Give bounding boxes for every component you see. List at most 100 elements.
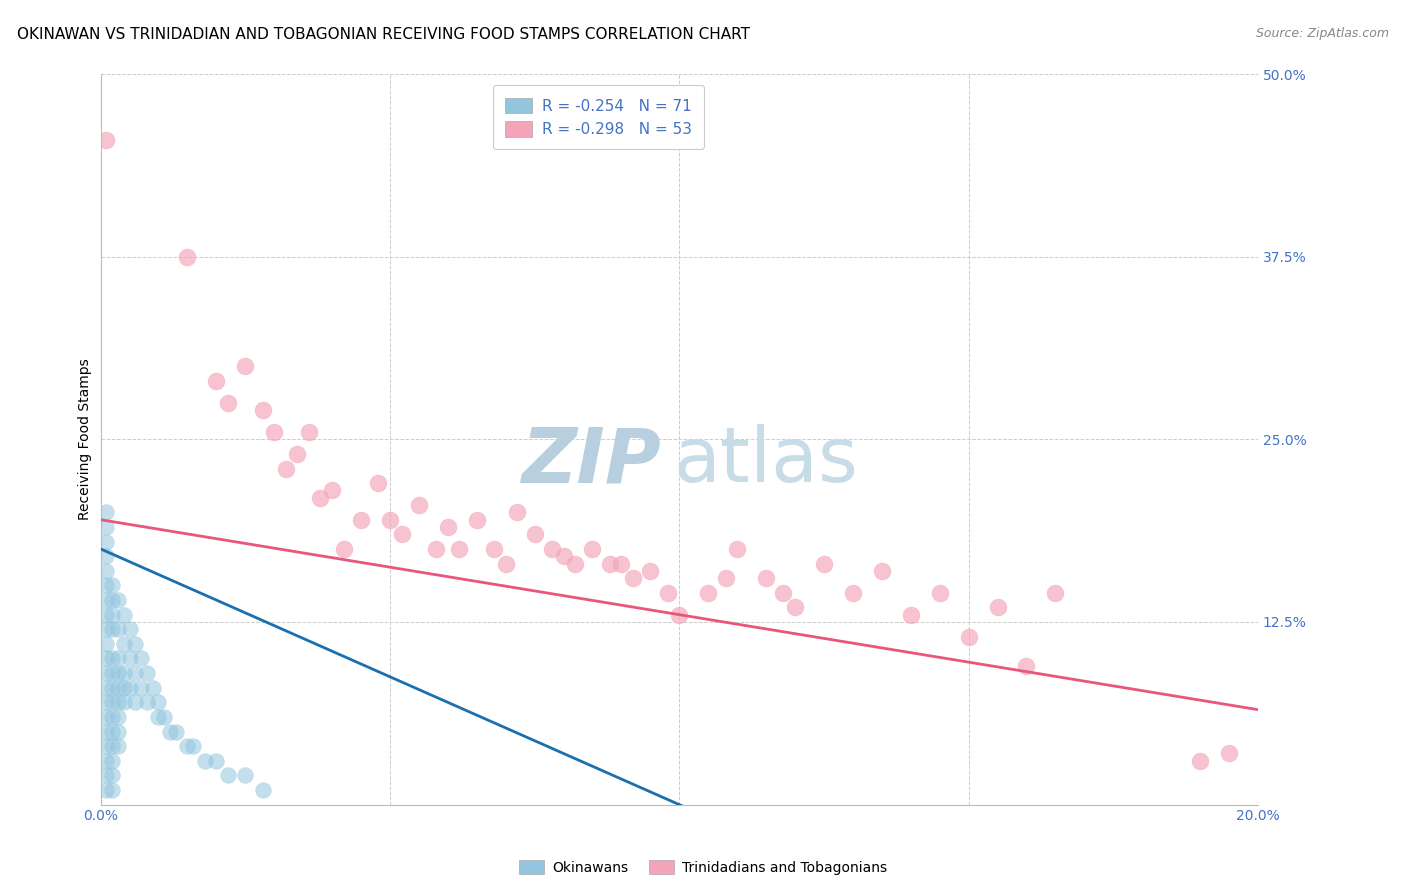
Point (101, 739, 124, 754)
Point (96, 505, 118, 519)
Point (367, 476, 389, 491)
Point (107, 666, 129, 681)
Point (101, 681, 124, 695)
Point (252, 403, 274, 417)
Point (621, 571, 644, 585)
Point (176, 250, 198, 264)
Point (1045, 586, 1067, 600)
Point (870, 564, 893, 578)
Point (928, 586, 950, 600)
Point (101, 695, 124, 709)
Point (101, 754, 124, 768)
Point (112, 607, 135, 622)
Point (148, 710, 170, 724)
Point (1218, 747, 1240, 761)
Point (107, 681, 129, 695)
Point (96, 695, 118, 709)
Point (181, 739, 204, 754)
Point (482, 541, 505, 556)
Legend: Okinawans, Trinidadians and Tobagonians: Okinawans, Trinidadians and Tobagonians (513, 855, 893, 880)
Point (252, 783, 274, 797)
Point (129, 681, 152, 695)
Point (772, 586, 794, 600)
Y-axis label: Receiving Food Stamps: Receiving Food Stamps (79, 359, 93, 520)
Point (449, 541, 471, 556)
Point (714, 571, 737, 585)
Point (755, 571, 778, 585)
Point (298, 425, 321, 439)
Point (96, 754, 118, 768)
Point (107, 710, 129, 724)
Point (124, 695, 146, 709)
Point (165, 724, 187, 739)
Point (107, 651, 129, 665)
Text: ZIP: ZIP (522, 425, 662, 499)
Point (101, 724, 124, 739)
Point (425, 541, 447, 556)
Point (96, 651, 118, 665)
Point (101, 607, 124, 622)
Point (153, 710, 176, 724)
Point (957, 630, 980, 644)
Point (96, 607, 118, 622)
Point (668, 607, 690, 622)
Point (725, 541, 748, 556)
Point (112, 666, 135, 681)
Point (118, 681, 141, 695)
Point (107, 593, 129, 607)
Point (159, 724, 181, 739)
Point (436, 520, 458, 534)
Point (96, 520, 118, 534)
Point (96, 549, 118, 564)
Point (96, 578, 118, 592)
Point (541, 541, 564, 556)
Point (263, 425, 285, 439)
Point (697, 586, 720, 600)
Point (842, 586, 865, 600)
Point (135, 666, 157, 681)
Point (640, 564, 662, 578)
Point (1015, 658, 1038, 673)
Point (217, 396, 239, 410)
Point (986, 600, 1008, 615)
Point (107, 739, 129, 754)
Point (96, 133, 118, 147)
Point (194, 754, 217, 768)
Point (101, 578, 124, 592)
Point (101, 783, 124, 797)
Point (142, 681, 165, 695)
Point (581, 541, 603, 556)
Point (553, 549, 575, 564)
Point (124, 666, 146, 681)
Point (101, 768, 124, 782)
Point (900, 607, 922, 622)
Point (564, 557, 586, 571)
Point (101, 651, 124, 665)
Text: OKINAWAN VS TRINIDADIAN AND TOBAGONIAN RECEIVING FOOD STAMPS CORRELATION CHART: OKINAWAN VS TRINIDADIAN AND TOBAGONIAN R… (17, 27, 749, 42)
Point (101, 710, 124, 724)
Point (176, 739, 198, 754)
Point (96, 622, 118, 636)
Point (96, 739, 118, 754)
Point (506, 505, 529, 519)
Point (96, 710, 118, 724)
Point (233, 768, 256, 782)
Text: Source: ZipAtlas.com: Source: ZipAtlas.com (1256, 27, 1389, 40)
Point (96, 681, 118, 695)
Point (101, 666, 124, 681)
Point (657, 586, 679, 600)
Point (274, 461, 297, 475)
Point (321, 483, 343, 498)
Point (408, 498, 430, 512)
Point (205, 754, 228, 768)
Point (378, 513, 401, 527)
Point (217, 768, 239, 782)
Point (465, 513, 488, 527)
Point (1189, 754, 1212, 768)
Point (107, 724, 129, 739)
Point (118, 651, 141, 665)
Point (101, 593, 124, 607)
Point (205, 374, 228, 388)
Point (783, 600, 806, 615)
Text: atlas: atlas (673, 425, 858, 499)
